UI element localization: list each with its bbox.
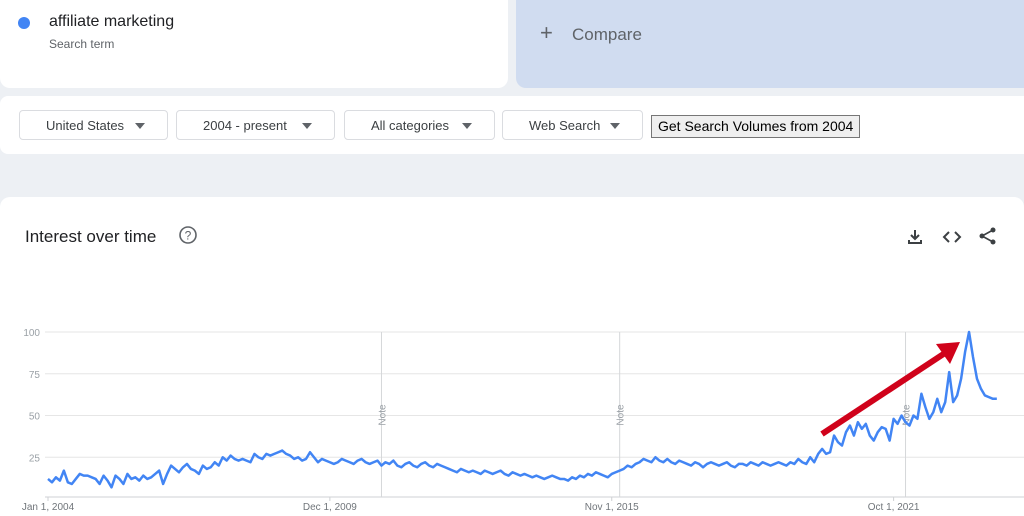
search-term: affiliate marketing bbox=[49, 13, 175, 30]
y-tick-label: 100 bbox=[23, 328, 40, 339]
dropdown-icon bbox=[135, 123, 145, 129]
filter-label: All categories bbox=[371, 118, 450, 133]
filter-label: United States bbox=[46, 118, 125, 133]
compare-card[interactable]: + Compare bbox=[516, 0, 1024, 88]
x-tick-label: Jan 1, 2004 bbox=[22, 502, 75, 513]
chart-title: Interest over time bbox=[25, 227, 157, 246]
filter-label: 2004 - present bbox=[203, 118, 287, 133]
x-tick-label: Nov 1, 2015 bbox=[585, 502, 639, 513]
y-tick-label: 50 bbox=[29, 412, 41, 423]
search-term-card[interactable]: affiliate marketing Search term bbox=[0, 0, 508, 88]
svg-text:?: ? bbox=[185, 229, 192, 243]
chart-card: Interest over time ? bbox=[0, 197, 1024, 516]
search-type-filter[interactable]: Web Search bbox=[502, 110, 643, 140]
plus-icon: + bbox=[540, 20, 553, 45]
series-dot bbox=[18, 17, 30, 29]
download-icon[interactable] bbox=[906, 228, 924, 246]
note-label: Note bbox=[377, 404, 388, 426]
help-icon[interactable]: ? bbox=[178, 225, 198, 245]
share-icon[interactable] bbox=[978, 226, 998, 246]
time-filter[interactable]: 2004 - present bbox=[176, 110, 335, 140]
embed-icon[interactable] bbox=[942, 228, 962, 246]
search-term-caption: Search term bbox=[49, 37, 115, 51]
volume-button[interactable]: Get Search Volumes from 2004 bbox=[651, 115, 861, 138]
y-tick-label: 25 bbox=[29, 453, 41, 464]
x-tick-label: Oct 1, 2021 bbox=[868, 502, 920, 513]
category-filter[interactable]: All categories bbox=[344, 110, 495, 140]
filter-label: Web Search bbox=[529, 118, 601, 133]
y-tick-label: 75 bbox=[29, 370, 41, 381]
x-tick-label: Dec 1, 2009 bbox=[303, 502, 357, 513]
note-label: Note bbox=[902, 404, 913, 426]
annotation-arrow bbox=[820, 342, 960, 437]
dropdown-icon bbox=[302, 123, 312, 129]
filter-bar: United States 2004 - present All categor… bbox=[0, 96, 1024, 154]
dropdown-icon bbox=[610, 123, 620, 129]
compare-label: Compare bbox=[572, 25, 642, 44]
note-label: Note bbox=[616, 404, 627, 426]
dropdown-icon bbox=[462, 123, 472, 129]
region-filter[interactable]: United States bbox=[19, 110, 168, 140]
series-line bbox=[47, 330, 997, 489]
